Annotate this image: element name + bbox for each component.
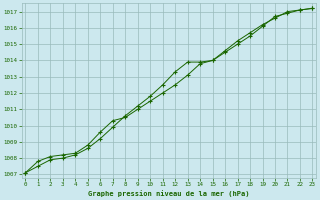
X-axis label: Graphe pression niveau de la mer (hPa): Graphe pression niveau de la mer (hPa): [88, 190, 250, 197]
